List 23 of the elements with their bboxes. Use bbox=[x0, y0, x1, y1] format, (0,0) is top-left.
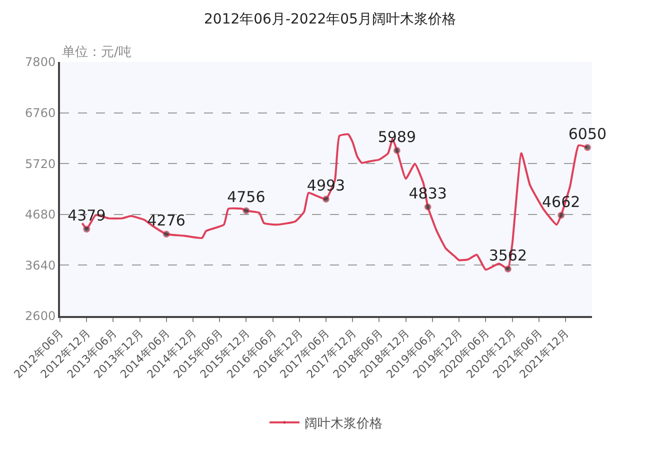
point bbox=[424, 203, 432, 210]
point bbox=[322, 196, 330, 203]
legend-label: 阔叶木浆价格 bbox=[304, 416, 382, 432]
y-tick-label: 6760 bbox=[25, 106, 56, 120]
y-tick-label: 5720 bbox=[25, 156, 56, 171]
data-label: 4276 bbox=[147, 212, 186, 230]
data-label: 4756 bbox=[227, 188, 266, 206]
y-tick-label: 2600 bbox=[25, 309, 56, 324]
point bbox=[393, 146, 400, 154]
point bbox=[558, 212, 565, 219]
point bbox=[162, 230, 170, 238]
data-label: 6050 bbox=[568, 124, 607, 143]
point bbox=[83, 226, 90, 233]
chart-title: 2012年06月-2022年05月阔叶木浆价格 bbox=[204, 11, 456, 28]
point bbox=[242, 207, 250, 214]
data-label: 4379 bbox=[68, 206, 106, 225]
point bbox=[584, 144, 591, 151]
text: 单位：元/吨 bbox=[62, 45, 132, 60]
y-tick-label: 4680 bbox=[25, 208, 56, 222]
data-label: 5989 bbox=[378, 128, 416, 146]
y-tick-label: 3640 bbox=[25, 258, 56, 272]
point bbox=[504, 266, 512, 273]
y-tick-label: 7800 bbox=[25, 55, 56, 70]
